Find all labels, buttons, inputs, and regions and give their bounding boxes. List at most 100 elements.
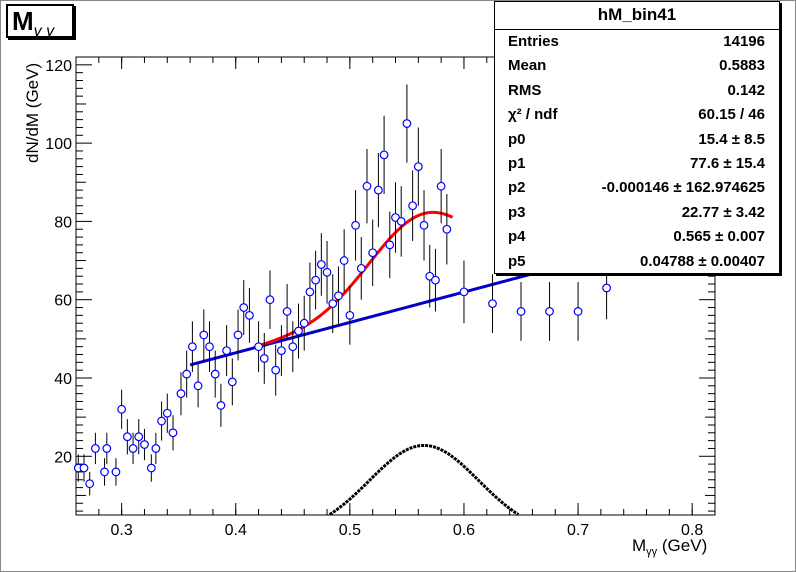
stats-row-key: p5 — [508, 252, 526, 270]
data-point — [413, 162, 423, 172]
data-point — [545, 307, 554, 316]
stats-row-value: 15.4 ± 8.5 — [698, 130, 765, 148]
stats-row: p3 22.77 ± 3.42 — [495, 201, 779, 225]
data-point — [182, 369, 192, 379]
data-point — [102, 444, 112, 453]
data-point — [345, 310, 355, 320]
data-point — [516, 307, 526, 316]
data-point — [259, 354, 269, 363]
y-tick-label: 80 — [54, 214, 72, 231]
signal-gaussian-curve — [328, 443, 520, 516]
total-fit-curve — [258, 210, 454, 348]
data-point — [134, 432, 144, 442]
stats-row-value: 0.04788 ± 0.00407 — [639, 252, 765, 270]
stats-row-key: Entries — [508, 33, 559, 50]
stats-row-key: p2 — [508, 179, 526, 197]
x-tick-label: 0.7 — [567, 522, 589, 539]
stats-row-value: 0.5883 — [719, 57, 765, 75]
stats-row-value: 22.77 ± 3.42 — [681, 203, 765, 221]
data-point — [322, 267, 332, 277]
x-tick-label: 0.6 — [453, 522, 475, 539]
data-point — [227, 377, 237, 387]
data-point — [311, 275, 321, 285]
x-tick-label: 0.8 — [681, 522, 703, 539]
data-point — [90, 444, 100, 453]
y-tick-label: 120 — [45, 58, 72, 75]
x-tick-label: 0.3 — [111, 522, 133, 539]
y-tick-label: 60 — [54, 293, 72, 310]
data-point — [176, 389, 186, 399]
data-point — [402, 119, 412, 128]
data-point — [379, 150, 389, 160]
data-point — [459, 287, 469, 297]
stats-row: p1 77.6 ± 15.4 — [495, 152, 779, 176]
stats-row: p0 15.4 ± 8.5 — [495, 128, 779, 152]
data-point — [294, 326, 303, 336]
x-axis-label-main: M — [632, 536, 647, 555]
x-axis-label-sub: γγ — [646, 546, 658, 558]
stats-row-value: 0.142 — [727, 81, 765, 99]
data-point — [85, 479, 95, 489]
stats-row: p2 -0.000146 ± 162.974625 — [495, 176, 779, 200]
data-point — [157, 416, 166, 426]
data-point — [299, 318, 309, 328]
x-tick-label: 0.5 — [339, 522, 361, 539]
chart-title: Mγ γ — [6, 4, 74, 40]
data-point — [245, 310, 254, 320]
data-point — [488, 299, 497, 309]
y-tick-label: 100 — [45, 136, 72, 153]
stats-row-key: χ² / ndf — [508, 106, 558, 124]
stats-row: p5 0.04788 ± 0.00407 — [495, 250, 779, 274]
stats-row-key: Mean — [508, 57, 547, 75]
data-point — [396, 217, 406, 226]
stats-row-value: 14196 — [723, 33, 765, 50]
data-point — [100, 467, 109, 477]
data-point — [199, 330, 209, 340]
stats-row: χ² / ndf 60.15 / 46 — [495, 103, 779, 127]
stats-row: RMS 0.142 — [495, 79, 779, 103]
stats-row-value: -0.000146 ± 162.974625 — [601, 179, 765, 197]
data-point — [168, 428, 178, 438]
data-point — [368, 248, 378, 258]
y-tick-label: 40 — [54, 371, 72, 388]
data-point — [356, 263, 366, 273]
y-axis-label: dN/dM (GeV) — [23, 62, 42, 163]
data-point — [288, 342, 298, 352]
data-point — [151, 444, 161, 453]
data-point — [436, 181, 446, 191]
data-point — [271, 365, 281, 375]
data-point — [419, 220, 429, 230]
stats-row-value: 77.6 ± 15.4 — [690, 154, 765, 172]
data-point — [210, 369, 220, 379]
data-point — [362, 181, 372, 191]
data-point — [239, 303, 249, 312]
data-point — [408, 201, 418, 211]
data-points — [73, 84, 611, 496]
data-point — [305, 287, 315, 297]
stats-row: Entries 14196 — [495, 30, 779, 54]
data-point — [602, 283, 611, 293]
data-point — [233, 330, 243, 340]
x-tick-label: 0.4 — [225, 522, 247, 539]
data-point — [431, 275, 440, 285]
data-point — [187, 342, 197, 352]
data-point — [140, 440, 149, 449]
data-point — [442, 224, 452, 234]
data-point — [111, 467, 121, 477]
data-point — [385, 240, 395, 250]
axis-ticks: 0.3 0.4 0.5 0.6 0.7 0.8 20 40 60 80 100 120 — [45, 56, 716, 539]
data-point — [162, 408, 172, 418]
stats-row-value: 0.565 ± 0.007 — [673, 228, 765, 246]
data-point — [128, 444, 138, 453]
stats-row: p4 0.565 ± 0.007 — [495, 225, 779, 249]
data-point — [316, 260, 326, 269]
data-point — [193, 381, 203, 391]
stats-row-key: RMS — [508, 81, 542, 99]
chart-title-sub: γ γ — [33, 23, 55, 40]
x-axis-label-unit: (GeV) — [657, 536, 708, 555]
y-tick-label: 20 — [54, 449, 72, 466]
data-point — [373, 185, 383, 195]
chart-title-main: M — [12, 6, 34, 36]
data-point — [351, 220, 360, 230]
